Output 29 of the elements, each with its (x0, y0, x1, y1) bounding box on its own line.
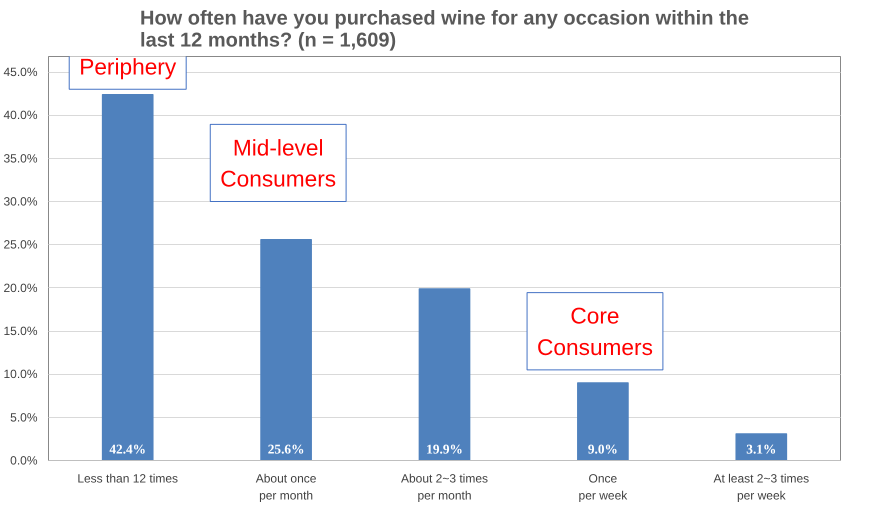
bar (418, 288, 470, 460)
x-tick-label: At least 2~3 times per week (713, 472, 810, 502)
data-label: 25.6% (268, 442, 304, 456)
y-tick-label: 15.0% (3, 324, 38, 338)
y-tick-label: 20.0% (3, 280, 38, 295)
x-tick-label: Less than 12 times (77, 472, 178, 486)
bar (577, 382, 629, 460)
y-tick-label: 0.0% (10, 454, 38, 468)
y-tick-label: 10.0% (3, 367, 38, 382)
x-tick-label: Once per week (578, 472, 628, 502)
data-label: 3.1% (746, 442, 776, 456)
x-tick-label: About 2~3 times per month (400, 472, 488, 502)
data-label: 9.0% (588, 442, 618, 456)
bar (735, 433, 788, 460)
annotation: Core Consumers (537, 302, 653, 360)
annotation: Mid-level Consumers (220, 134, 336, 192)
y-tick-label: 30.0% (3, 194, 38, 209)
annotation: Periphery (79, 53, 177, 80)
y-tick-label: 5.0% (10, 410, 38, 424)
y-tick-label: 45.0% (3, 65, 38, 80)
bar (102, 94, 154, 460)
data-label: 42.4% (109, 442, 146, 456)
bar (260, 239, 312, 460)
x-tick-label: About once per month (256, 472, 317, 502)
data-label: 19.9% (426, 442, 463, 456)
chart-title: How often have you purchased wine for any occasion within the last 12 months? (n = 1,609) (140, 8, 749, 52)
y-tick-label: 25.0% (3, 238, 38, 252)
y-tick-label: 40.0% (3, 108, 38, 122)
y-tick-label: 35.0% (3, 151, 38, 166)
